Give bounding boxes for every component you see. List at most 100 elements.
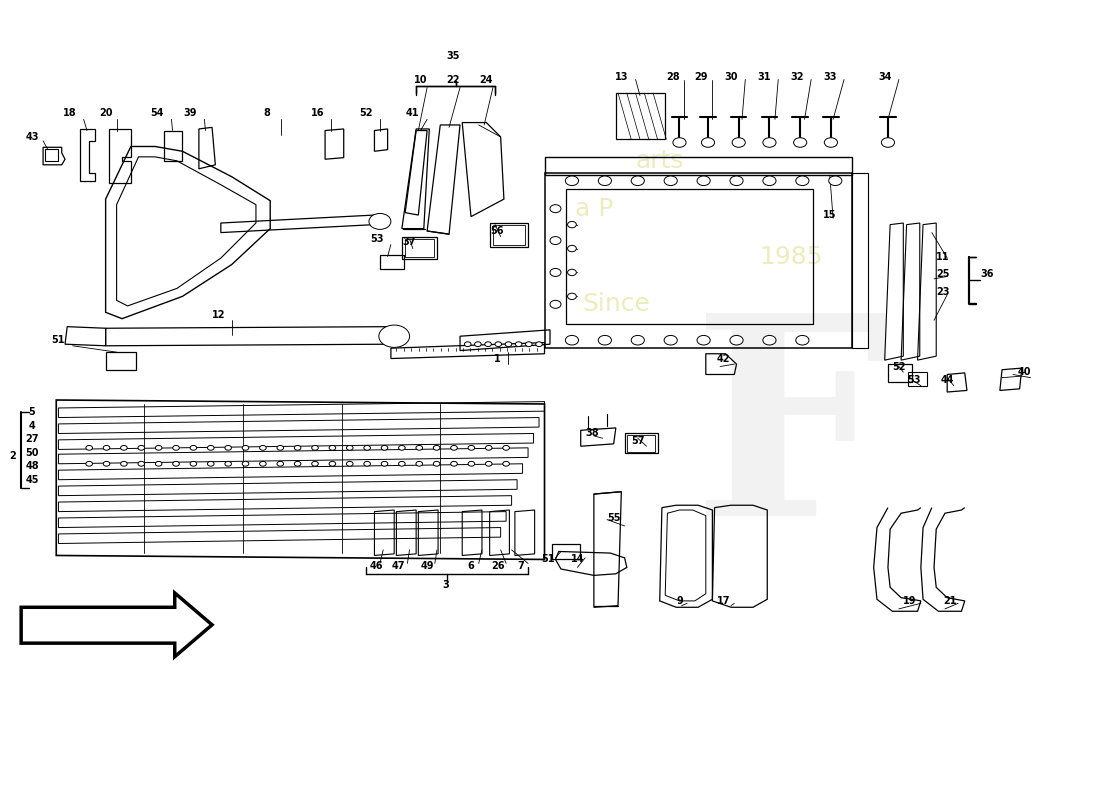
Circle shape	[86, 446, 92, 450]
Circle shape	[398, 462, 405, 466]
Circle shape	[503, 462, 509, 466]
Circle shape	[568, 246, 576, 252]
Circle shape	[505, 342, 512, 346]
Text: 44: 44	[940, 375, 954, 385]
Circle shape	[138, 446, 144, 450]
Circle shape	[526, 342, 532, 346]
Text: 10: 10	[414, 74, 427, 85]
Text: 48: 48	[25, 461, 39, 471]
Text: 27: 27	[25, 434, 39, 444]
Text: 52: 52	[359, 108, 373, 118]
Circle shape	[565, 335, 579, 345]
Bar	[625, 434, 658, 454]
Text: 21: 21	[944, 596, 957, 606]
Circle shape	[568, 222, 576, 228]
Circle shape	[451, 462, 458, 466]
Text: 5: 5	[29, 407, 35, 417]
Text: 2: 2	[9, 451, 15, 461]
Circle shape	[565, 176, 579, 186]
Text: 52: 52	[892, 362, 905, 371]
Text: 18: 18	[63, 108, 76, 118]
Text: 17: 17	[716, 596, 730, 606]
Text: 45: 45	[25, 474, 39, 485]
Text: 9: 9	[676, 596, 683, 606]
Circle shape	[138, 462, 144, 466]
Text: 14: 14	[571, 554, 584, 565]
Bar	[552, 543, 580, 559]
Circle shape	[763, 176, 776, 186]
Circle shape	[416, 446, 422, 450]
Circle shape	[550, 269, 561, 277]
Text: 31: 31	[757, 72, 771, 82]
Circle shape	[702, 138, 715, 147]
Circle shape	[485, 342, 492, 346]
Circle shape	[346, 462, 353, 466]
Bar	[888, 364, 912, 382]
Text: 16: 16	[310, 108, 324, 118]
Bar	[405, 239, 433, 257]
Circle shape	[550, 237, 561, 245]
Circle shape	[536, 342, 542, 346]
Circle shape	[568, 293, 576, 299]
Circle shape	[550, 205, 561, 213]
Text: 49: 49	[420, 561, 433, 571]
Text: 37: 37	[403, 237, 416, 247]
Bar	[379, 255, 404, 270]
Text: 6: 6	[468, 561, 474, 571]
Circle shape	[260, 462, 266, 466]
Text: 32: 32	[790, 72, 804, 82]
Text: 36: 36	[980, 269, 993, 279]
Text: 54: 54	[151, 108, 164, 118]
Circle shape	[828, 176, 842, 186]
Text: 43: 43	[25, 132, 39, 142]
Circle shape	[673, 138, 686, 147]
Circle shape	[190, 446, 197, 450]
Text: 35: 35	[447, 50, 460, 61]
Bar	[908, 372, 927, 386]
Text: 25: 25	[936, 269, 949, 279]
Circle shape	[793, 138, 806, 147]
Circle shape	[364, 462, 371, 466]
Text: 41: 41	[406, 108, 419, 118]
Circle shape	[398, 446, 405, 450]
Circle shape	[516, 342, 521, 346]
Text: 1985: 1985	[760, 245, 823, 269]
Text: 7: 7	[517, 561, 524, 571]
Circle shape	[208, 446, 214, 450]
Text: 30: 30	[724, 72, 738, 82]
Circle shape	[378, 325, 409, 347]
Text: 26: 26	[492, 561, 505, 571]
Circle shape	[451, 446, 458, 450]
Circle shape	[433, 462, 440, 466]
Text: 13: 13	[615, 72, 628, 82]
Circle shape	[503, 446, 509, 450]
Circle shape	[631, 335, 645, 345]
Text: 3: 3	[442, 580, 449, 590]
Circle shape	[224, 462, 231, 466]
Circle shape	[485, 446, 492, 450]
Circle shape	[824, 138, 837, 147]
Text: 33: 33	[823, 72, 836, 82]
Text: 4: 4	[29, 421, 35, 430]
Circle shape	[763, 335, 776, 345]
Circle shape	[103, 446, 110, 450]
Bar	[490, 223, 528, 247]
Text: 19: 19	[903, 596, 916, 606]
Circle shape	[416, 462, 422, 466]
Circle shape	[311, 446, 318, 450]
Circle shape	[631, 176, 645, 186]
Circle shape	[469, 446, 475, 450]
Circle shape	[364, 446, 371, 450]
Text: F: F	[693, 306, 890, 574]
Circle shape	[795, 335, 808, 345]
Circle shape	[464, 342, 471, 346]
Text: arts: arts	[636, 149, 684, 173]
Circle shape	[697, 176, 711, 186]
Circle shape	[763, 138, 776, 147]
Text: 11: 11	[936, 251, 949, 262]
Circle shape	[329, 446, 336, 450]
Text: 39: 39	[184, 108, 197, 118]
Text: 46: 46	[370, 561, 384, 571]
Circle shape	[568, 270, 576, 276]
Text: 24: 24	[480, 74, 493, 85]
